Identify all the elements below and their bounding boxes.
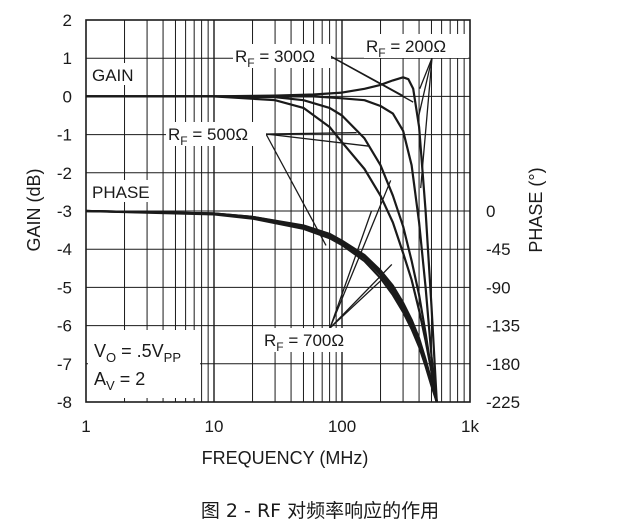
left-y-tick-label: -1 [57,126,72,145]
gain-label-group: GAIN [90,63,142,85]
pointer-rf700 [329,210,373,329]
left-y-tick-label: 0 [63,87,72,106]
svg-text:RF = 700Ω: RF = 700Ω [264,331,344,354]
pointer-rf500 [265,133,369,147]
gain-curve-700ohm [86,95,438,403]
right-y-tick-labels: 0 -45 -90 -135 -180 -225 [486,202,520,412]
left-y-tick-label: -6 [57,317,72,336]
annotation-rf700: RF = 700Ω [262,328,366,354]
right-y-tick-label: -180 [486,355,520,374]
left-y-tick-label: -2 [57,164,72,183]
x-tick-label: 1 [81,417,90,436]
right-y-axis-label: PHASE (°) [526,167,546,252]
right-y-tick-label: -90 [486,278,511,297]
left-y-tick-label: -8 [57,393,72,412]
pointer-rf500 [265,132,357,135]
figure-caption: 图 2 - RF 对频率响应的作用 [200,500,440,522]
x-tick-label: 10 [205,417,224,436]
left-y-tick-label: -7 [57,355,72,374]
annotation-rf200: RF = 200Ω [364,34,468,60]
pointer-rf700 [329,264,393,329]
left-y-tick-label: -3 [57,202,72,221]
annotation-rf500: RF = 500Ω [166,122,266,148]
curves [85,76,438,403]
right-y-tick-label: -45 [486,240,511,259]
right-y-tick-label: -135 [486,317,520,336]
left-y-tick-labels: 2 1 0 -1 -2 -3 -4 -5 -6 -7 -8 [57,11,72,412]
phase-curve-700ohm [85,209,438,403]
svg-text:RF = 300Ω: RF = 300Ω [235,47,315,70]
av-label: AV = 2 [94,369,145,393]
plot-frame [85,19,471,403]
x-tick-label: 1k [461,417,479,436]
left-y-axis-label: GAIN (dB) [24,168,44,251]
annotation-pointers [265,55,433,329]
x-axis-label: FREQUENCY (MHz) [202,448,369,468]
x-tick-label: 100 [328,417,356,436]
gain-curve-200ohm [86,76,438,403]
annotation-rf300: RF = 300Ω [233,44,331,70]
x-tick-labels: 1 10 100 1k [81,417,479,436]
phase-label: PHASE [92,183,150,202]
right-y-tick-label: 0 [486,202,495,221]
pointer-rf200 [417,57,433,120]
right-y-tick-label: -225 [486,393,520,412]
vo-label: VO = .5VPP [94,341,181,365]
pointer-rf700 [329,180,392,329]
pointer-rf500 [265,133,327,246]
gain-label: GAIN [92,66,134,85]
left-y-tick-label: 2 [63,11,72,30]
conditions-box: VO = .5VPP AV = 2 [88,330,200,398]
gain-curve-300ohm [86,95,438,403]
svg-text:RF = 500Ω: RF = 500Ω [168,125,248,148]
svg-text:RF = 200Ω: RF = 200Ω [366,37,446,60]
left-y-tick-label: -5 [57,278,72,297]
left-y-tick-label: 1 [63,49,72,68]
phase-label-group: PHASE [90,180,160,202]
gain-curve-500ohm [86,95,438,403]
pointer-rf200 [419,57,433,90]
pointer-rf200 [420,57,433,189]
pointer-rf300 [329,55,414,103]
left-y-tick-label: -4 [57,240,72,259]
